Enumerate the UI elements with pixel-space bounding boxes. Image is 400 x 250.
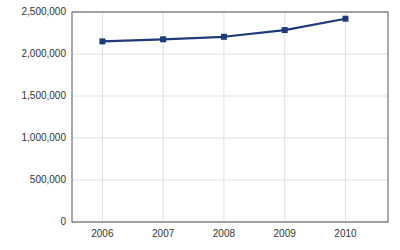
data-point — [160, 36, 166, 42]
x-tick-label: 2006 — [91, 228, 114, 239]
data-point — [282, 27, 288, 33]
data-point — [342, 16, 348, 22]
data-line — [102, 19, 345, 42]
x-tick-label: 2008 — [213, 228, 236, 239]
y-grid-line — [72, 54, 388, 55]
data-point — [221, 34, 227, 40]
y-grid-line — [72, 96, 388, 97]
y-tick-label: 500,000 — [30, 174, 67, 185]
x-tick-label: 2009 — [274, 228, 297, 239]
x-grid-line — [223, 12, 224, 222]
data-point — [99, 38, 105, 44]
y-tick-label: 1,500,000 — [22, 90, 67, 101]
y-tick-label: 0 — [60, 216, 66, 227]
grid — [72, 12, 388, 222]
x-grid-line — [345, 12, 346, 222]
x-grid-line — [284, 12, 285, 222]
y-tick-label: 1,000,000 — [22, 132, 67, 143]
y-tick-label: 2,500,000 — [22, 6, 67, 17]
data-layer — [99, 16, 348, 45]
x-tick-label: 2007 — [152, 228, 175, 239]
x-tick-label: 2010 — [334, 228, 357, 239]
y-grid-line — [72, 180, 388, 181]
x-grid-line — [163, 12, 164, 222]
y-grid-line — [72, 138, 388, 139]
plot-frame — [72, 12, 388, 222]
plot-area — [72, 12, 388, 222]
y-tick-label: 2,000,000 — [22, 48, 67, 59]
chart: 0 500,000 1,000,000 1,500,000 2,000,000 2,500… — [0, 0, 400, 250]
